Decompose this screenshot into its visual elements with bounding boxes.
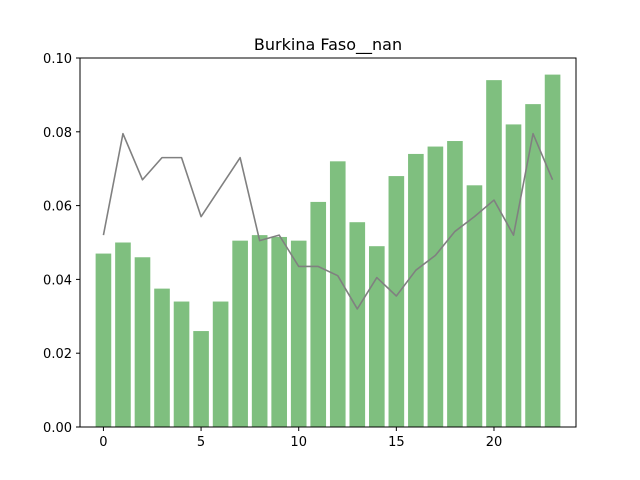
bar-4 bbox=[173, 301, 190, 427]
bar-18 bbox=[447, 141, 463, 427]
bar-11 bbox=[310, 201, 327, 427]
line-path bbox=[102, 132, 554, 310]
bar-2 bbox=[134, 257, 151, 427]
bar-16 bbox=[408, 153, 424, 427]
bar-23 bbox=[544, 74, 561, 427]
y-tick-label: 0.02 bbox=[43, 347, 72, 362]
bar-15 bbox=[388, 176, 405, 427]
x-axis-ticks: 0 5 10 15 20 bbox=[99, 427, 502, 450]
x-tick-label: 15 bbox=[388, 435, 405, 450]
bar-0 bbox=[95, 253, 112, 427]
bar-9 bbox=[271, 236, 287, 427]
bar-22 bbox=[525, 104, 541, 427]
plot-frame bbox=[79, 57, 577, 428]
y-tick-label: 0.06 bbox=[43, 200, 72, 215]
chart-title: Burkina Faso__nan bbox=[254, 35, 402, 55]
bar-19 bbox=[466, 185, 483, 427]
line-series bbox=[102, 132, 554, 310]
bar-20 bbox=[486, 80, 502, 427]
bar-3 bbox=[154, 288, 170, 427]
bar-5 bbox=[193, 331, 209, 427]
bar-21 bbox=[505, 124, 522, 428]
y-tick-label: 0.04 bbox=[43, 273, 72, 288]
bar-7 bbox=[232, 240, 248, 427]
y-tick-label: 0.00 bbox=[43, 421, 72, 436]
bar-8 bbox=[251, 235, 268, 427]
y-tick-label: 0.08 bbox=[43, 126, 72, 141]
x-tick-label: 20 bbox=[486, 435, 503, 450]
bar-10 bbox=[290, 240, 307, 427]
x-tick-label: 5 bbox=[197, 435, 205, 450]
x-tick-label: 0 bbox=[99, 435, 107, 450]
bar-1 bbox=[115, 242, 131, 427]
bar-13 bbox=[349, 222, 366, 427]
bar-6 bbox=[212, 301, 229, 427]
bar-12 bbox=[329, 161, 346, 427]
y-axis-ticks: 0.00 0.02 0.04 0.06 0.08 0.10 bbox=[43, 52, 80, 436]
bar-14 bbox=[369, 246, 385, 427]
bar-17 bbox=[427, 146, 444, 427]
bar-series bbox=[95, 74, 561, 428]
y-tick-label: 0.10 bbox=[43, 52, 72, 67]
x-tick-label: 10 bbox=[290, 435, 307, 450]
